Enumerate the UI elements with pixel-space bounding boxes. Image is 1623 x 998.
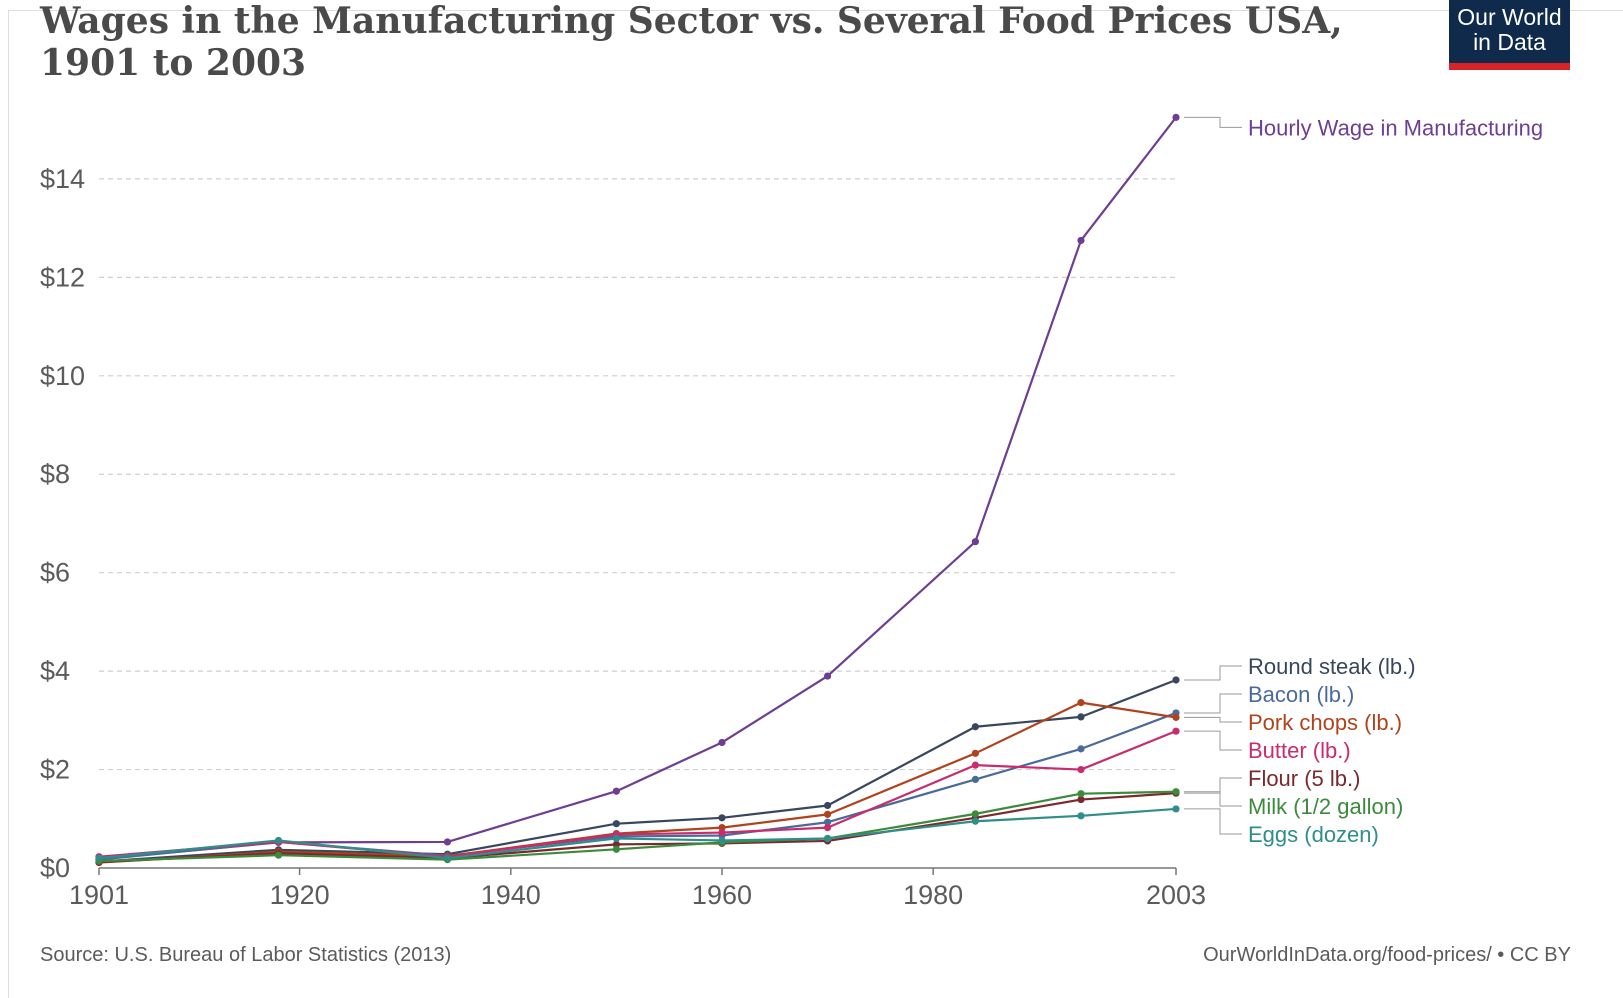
data-point[interactable] — [95, 854, 103, 862]
leader-line — [1184, 777, 1242, 794]
x-tick-label: 1980 — [903, 880, 963, 910]
leader-line — [1184, 808, 1242, 835]
series-labels: Hourly Wage in Manufacturing Round steak … — [1248, 115, 1543, 847]
data-point[interactable] — [971, 723, 979, 731]
y-tick-label: $8 — [40, 459, 70, 489]
leader-line — [1184, 791, 1242, 807]
series-7 — [95, 805, 1180, 862]
y-tick-label: $4 — [40, 656, 70, 686]
series-line[interactable] — [98, 116, 1177, 861]
data-point[interactable] — [443, 838, 452, 846]
data-point[interactable] — [1077, 795, 1085, 804]
data-point[interactable] — [1077, 699, 1085, 707]
leader-line — [1184, 730, 1242, 751]
x-tick-label: 1960 — [692, 880, 752, 910]
data-point[interactable] — [971, 538, 979, 546]
y-axis-ticks: $0 $2 $4 $6 $8 $10 $12 $14 — [40, 164, 85, 883]
owid-logo[interactable]: Our World in Data — [1449, 0, 1570, 70]
data-point[interactable] — [1172, 713, 1180, 721]
data-point[interactable] — [971, 817, 979, 825]
data-point[interactable] — [823, 824, 832, 832]
y-tick-label: $2 — [40, 755, 70, 785]
data-point[interactable] — [1172, 113, 1180, 121]
data-point[interactable] — [1077, 236, 1085, 245]
series-lines — [95, 113, 1180, 867]
series-label[interactable]: Eggs (dozen) — [1248, 822, 1379, 847]
leader-line — [1184, 116, 1242, 128]
data-point[interactable] — [1172, 788, 1180, 796]
series-label[interactable]: Flour (5 lb.) — [1248, 766, 1360, 791]
data-point[interactable] — [1077, 745, 1085, 753]
data-point[interactable] — [718, 738, 726, 747]
data-point[interactable] — [718, 814, 726, 822]
series-label[interactable]: Pork chops (lb.) — [1248, 710, 1402, 735]
data-point[interactable] — [823, 672, 832, 680]
y-tick-label: $6 — [40, 558, 70, 588]
chart-frame — [8, 10, 1623, 998]
series-label[interactable]: Bacon (lb.) — [1248, 682, 1354, 707]
data-point[interactable] — [612, 840, 620, 848]
data-point[interactable] — [612, 845, 620, 853]
data-point[interactable] — [612, 820, 620, 828]
data-point[interactable] — [443, 854, 452, 862]
data-point[interactable] — [971, 775, 979, 784]
data-point[interactable] — [1077, 790, 1085, 798]
data-point[interactable] — [612, 787, 620, 795]
data-point[interactable] — [274, 836, 283, 845]
data-point[interactable] — [1172, 676, 1180, 684]
y-tick-label: $14 — [40, 164, 85, 194]
series-label[interactable]: Milk (1/2 gallon) — [1248, 794, 1403, 819]
data-point[interactable] — [718, 836, 726, 845]
data-point[interactable] — [971, 761, 979, 769]
x-tick-label: 1940 — [481, 880, 541, 910]
logo-line-1: Our World — [1457, 4, 1562, 30]
data-point[interactable] — [823, 810, 832, 818]
data-point[interactable] — [718, 828, 726, 837]
y-tick-label: $0 — [40, 853, 70, 883]
series-5 — [95, 789, 1180, 866]
series-label[interactable]: Round steak (lb.) — [1248, 654, 1416, 679]
data-point[interactable] — [1077, 812, 1085, 820]
data-point[interactable] — [1077, 713, 1085, 721]
y-tick-label: $10 — [40, 361, 85, 391]
leader-line — [1184, 693, 1242, 714]
gridlines — [99, 178, 1176, 869]
label-leaders — [1184, 116, 1242, 835]
logo-line-2: in Data — [1473, 29, 1546, 55]
data-point[interactable] — [1172, 805, 1180, 813]
leader-line — [1184, 716, 1242, 723]
leader-line — [1184, 665, 1242, 681]
y-tick-label: $12 — [40, 262, 85, 292]
credit-link[interactable]: OurWorldInData.org/food-prices/ • CC BY — [1203, 944, 1571, 966]
data-point[interactable] — [823, 834, 832, 843]
data-point[interactable] — [823, 801, 832, 810]
x-axis-ticks: 1901 1920 1940 1960 1980 2003 — [69, 868, 1206, 910]
data-point[interactable] — [718, 824, 726, 832]
x-tick-label: 2003 — [1146, 880, 1206, 910]
series-label[interactable]: Butter (lb.) — [1248, 738, 1351, 763]
x-tick-label: 1920 — [270, 880, 330, 910]
data-point[interactable] — [971, 810, 979, 818]
data-point[interactable] — [1077, 765, 1085, 774]
data-point[interactable] — [971, 749, 979, 757]
series-label[interactable]: Hourly Wage in Manufacturing — [1248, 115, 1543, 140]
chart-title: Wages in the Manufacturing Sector vs. Se… — [40, 0, 1343, 84]
x-tick-label: 1901 — [69, 880, 129, 910]
data-point[interactable] — [612, 834, 620, 843]
source-note: Source: U.S. Bureau of Labor Statistics … — [40, 944, 452, 966]
data-point[interactable] — [823, 818, 832, 826]
data-point[interactable] — [1172, 727, 1180, 735]
data-point[interactable] — [274, 851, 283, 859]
series-4 — [95, 727, 1180, 861]
series-0 — [95, 113, 1180, 863]
